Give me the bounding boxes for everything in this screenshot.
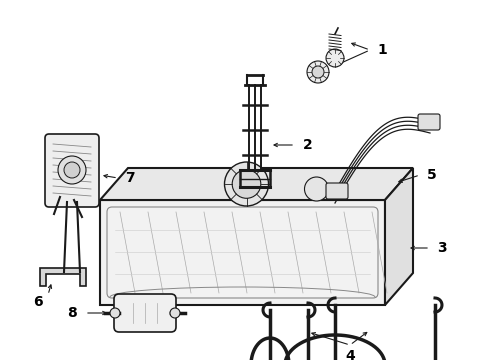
Circle shape [224,162,268,206]
Text: 6: 6 [33,295,43,309]
Circle shape [110,308,120,318]
FancyBboxPatch shape [325,183,347,199]
Polygon shape [384,168,412,305]
Text: 5: 5 [426,168,436,182]
Text: 2: 2 [303,138,312,152]
FancyBboxPatch shape [114,294,176,332]
FancyBboxPatch shape [45,134,99,207]
Polygon shape [100,200,384,305]
FancyBboxPatch shape [417,114,439,130]
Circle shape [64,162,80,178]
Circle shape [311,66,324,78]
Text: 3: 3 [436,241,446,255]
Text: 1: 1 [376,43,386,57]
Circle shape [306,61,328,83]
Circle shape [304,177,328,201]
Text: 4: 4 [345,349,354,360]
Circle shape [58,156,86,184]
Circle shape [325,49,343,67]
Text: 8: 8 [67,306,77,320]
Text: 7: 7 [125,171,135,185]
Polygon shape [40,268,86,286]
Polygon shape [100,168,412,200]
Circle shape [170,308,180,318]
Circle shape [232,170,260,198]
